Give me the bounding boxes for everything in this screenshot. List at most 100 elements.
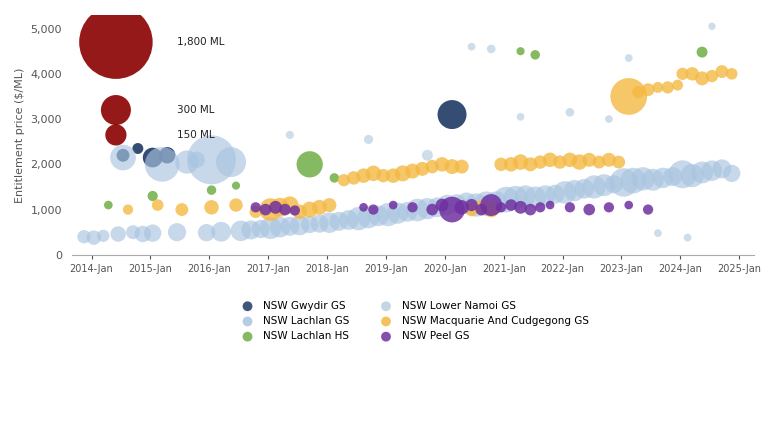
Point <box>352 215 365 222</box>
Point <box>338 177 350 184</box>
Point <box>706 72 718 80</box>
Point <box>696 169 708 176</box>
Point <box>161 152 173 159</box>
Point <box>667 173 679 180</box>
Point <box>499 196 512 203</box>
Point <box>480 200 492 207</box>
Point <box>426 206 439 213</box>
Text: 300 ML: 300 ML <box>177 105 215 115</box>
Text: 150 ML: 150 ML <box>177 130 215 140</box>
Point <box>652 84 664 91</box>
Point <box>88 234 100 241</box>
Point <box>303 161 316 168</box>
Point <box>490 199 503 206</box>
Point <box>603 115 615 122</box>
Point <box>726 170 738 177</box>
Point <box>622 202 635 209</box>
Point <box>622 93 635 100</box>
Point <box>205 186 218 194</box>
Point <box>176 206 188 213</box>
Point <box>514 204 527 211</box>
Point <box>152 202 164 209</box>
Point <box>230 202 242 209</box>
Point <box>603 156 615 164</box>
Point <box>485 206 497 213</box>
Point <box>401 208 414 215</box>
Point <box>250 204 262 211</box>
Point <box>391 210 404 217</box>
Point <box>303 221 316 228</box>
Point <box>117 154 129 161</box>
Point <box>97 232 110 240</box>
Point <box>293 208 306 215</box>
Point <box>529 194 541 201</box>
Point <box>612 159 625 166</box>
Point <box>632 89 644 96</box>
Point <box>78 233 90 240</box>
Point <box>564 156 576 164</box>
Point <box>514 113 527 120</box>
Point <box>524 161 537 168</box>
Point <box>328 174 341 181</box>
Point <box>568 187 580 194</box>
Point <box>686 172 699 179</box>
Point <box>548 190 561 198</box>
Point <box>265 224 277 232</box>
Point <box>706 167 718 174</box>
Point <box>716 68 728 75</box>
Point <box>559 189 571 196</box>
Point <box>544 156 556 164</box>
Point <box>357 172 370 179</box>
Point <box>461 199 473 206</box>
Point <box>171 228 184 236</box>
Point <box>534 159 546 166</box>
Point <box>156 161 168 168</box>
Point <box>397 170 409 177</box>
Point <box>205 156 218 164</box>
Point <box>274 224 286 231</box>
Point <box>387 172 399 179</box>
Point <box>637 175 650 182</box>
Point <box>657 174 669 181</box>
Point <box>446 206 458 213</box>
Point <box>588 183 601 190</box>
Point <box>421 152 433 159</box>
Point <box>608 181 620 188</box>
Point <box>357 204 370 211</box>
Point <box>387 202 399 209</box>
Point <box>254 225 267 232</box>
Point <box>191 156 203 164</box>
Point <box>110 131 122 139</box>
Point <box>455 163 468 170</box>
Point <box>269 204 282 211</box>
Point <box>293 222 306 229</box>
Point <box>726 70 738 77</box>
Point <box>593 159 605 166</box>
Point <box>519 192 531 199</box>
Point <box>367 206 380 213</box>
Point <box>342 216 355 224</box>
Point <box>676 70 689 77</box>
Point <box>112 231 124 238</box>
Point <box>436 202 448 209</box>
Point <box>110 106 122 114</box>
Point <box>583 156 595 164</box>
Point <box>122 206 135 213</box>
Point <box>314 220 326 227</box>
Point <box>416 165 429 173</box>
Point <box>485 45 497 52</box>
Point <box>534 204 546 211</box>
Point <box>411 207 423 214</box>
Point <box>363 136 375 143</box>
Point <box>382 211 394 218</box>
Point <box>696 49 708 56</box>
Point <box>622 55 635 62</box>
Point <box>495 161 507 168</box>
Point <box>603 204 615 211</box>
Point <box>465 43 478 50</box>
Point <box>676 171 689 178</box>
Point <box>470 202 482 209</box>
Point <box>598 181 610 189</box>
Point <box>514 159 527 166</box>
Point <box>696 75 708 82</box>
